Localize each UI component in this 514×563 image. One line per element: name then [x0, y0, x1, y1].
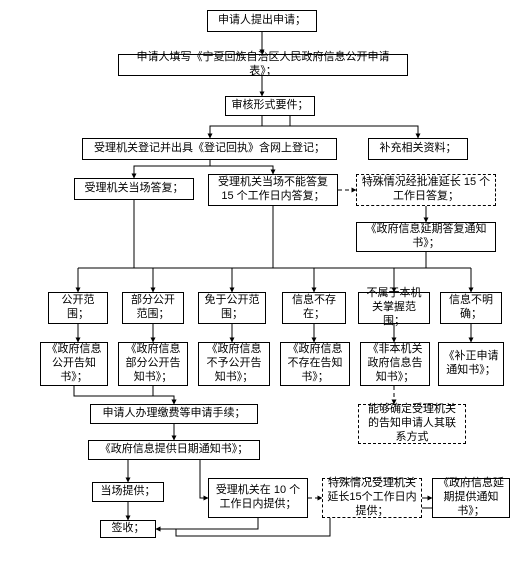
node-c6: 信息不明确； [440, 292, 502, 324]
node-n4: 受理机关登记并出具《登记回执》含网上登记； [82, 138, 337, 160]
node-f3: 受理机关在 10 个工作日内提供； [208, 478, 308, 518]
edge-n4-n7 [210, 160, 273, 174]
node-n5: 补充相关资料； [368, 138, 468, 160]
node-d6: 《补正申请通知书》； [438, 342, 504, 386]
node-n8: 特殊情况经批准延长 15 个工作日答复； [356, 174, 496, 206]
node-d2: 《政府信息部分公开告知书》； [118, 342, 188, 386]
node-d5: 《非本机关政府信息告知书》； [360, 342, 430, 386]
node-n3: 审核形式要件； [225, 96, 315, 116]
edge-n4-n6 [134, 160, 210, 178]
edge-e2-f3 [200, 460, 208, 498]
node-n6: 受理机关当场答复； [74, 178, 194, 200]
edge-d1-e1 [74, 386, 174, 404]
node-c1: 公开范围； [48, 292, 108, 324]
node-n1: 申请人提出申请； [207, 10, 317, 32]
node-c5: 不属于本机关掌握范围； [358, 292, 430, 324]
node-n9: 《政府信息延期答复通知书》； [356, 222, 496, 252]
node-d4: 《政府信息不存在告知书》； [280, 342, 350, 386]
node-f1: 当场提供； [92, 482, 164, 502]
node-c4: 信息不存在； [282, 292, 346, 324]
node-e3: 能够确定受理机关的告知申请人其联系方式 [358, 404, 466, 444]
node-n7: 受理机关当场不能答复 15 个工作日内答复； [208, 174, 338, 206]
node-f2: 签收； [100, 520, 156, 538]
node-c3: 免于公开范围； [198, 292, 266, 324]
node-d1: 《政府信息公开告知书》； [40, 342, 108, 386]
edge-n3-n5 [262, 116, 418, 138]
edge-n3-n4 [210, 116, 262, 138]
node-f5: 《政府信息延期提供通知书》； [432, 478, 510, 518]
edge-d2-e1 [153, 386, 174, 404]
node-e1: 申请人办理缴费等申请手续； [90, 404, 258, 424]
node-d3: 《政府信息不予公开告知书》； [198, 342, 270, 386]
node-c2: 部分公开范围； [122, 292, 184, 324]
node-f4: 特殊情况受理机关延长15个工作日内提供； [322, 478, 422, 518]
edge-f3-f2 [156, 518, 258, 529]
flowchart-canvas: 申请人提出申请； 申请人填写《宁夏回族自治区人民政府信息公开申请表》； 审核形式要件… [0, 0, 514, 563]
node-n2: 申请人填写《宁夏回族自治区人民政府信息公开申请表》； [118, 54, 408, 76]
node-e2: 《政府信息提供日期通知书》； [88, 440, 260, 460]
edge-n5-n3 [290, 116, 418, 138]
